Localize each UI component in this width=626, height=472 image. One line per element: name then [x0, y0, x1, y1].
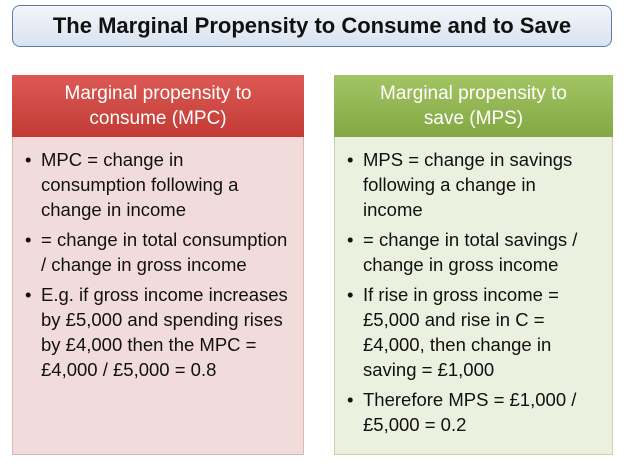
bullet: MPS = change in savings following a chan…	[347, 147, 598, 222]
bullet: MPC = change in consumption following a …	[25, 147, 289, 222]
column-body: MPS = change in savings following a chan…	[334, 137, 613, 455]
bullet: = change in total consumption / change i…	[25, 227, 289, 277]
title: The Marginal Propensity to Consume and t…	[12, 5, 612, 47]
bullet: E.g. if gross income increases by £5,000…	[25, 282, 289, 382]
bullet: If rise in gross income = £5,000 and ris…	[347, 282, 598, 382]
bullet-list: MPS = change in savings following a chan…	[345, 147, 598, 437]
bullet-list: MPC = change in consumption following a …	[23, 147, 289, 382]
column-heading: Marginal propensity to save (MPS)	[334, 75, 613, 137]
bullet: Therefore MPS = £1,000 / £5,000 = 0.2	[347, 387, 598, 437]
column-heading: Marginal propensity to consume (MPC)	[12, 75, 304, 137]
column-body: MPC = change in consumption following a …	[12, 137, 304, 455]
bullet: = change in total savings / change in gr…	[347, 227, 598, 277]
